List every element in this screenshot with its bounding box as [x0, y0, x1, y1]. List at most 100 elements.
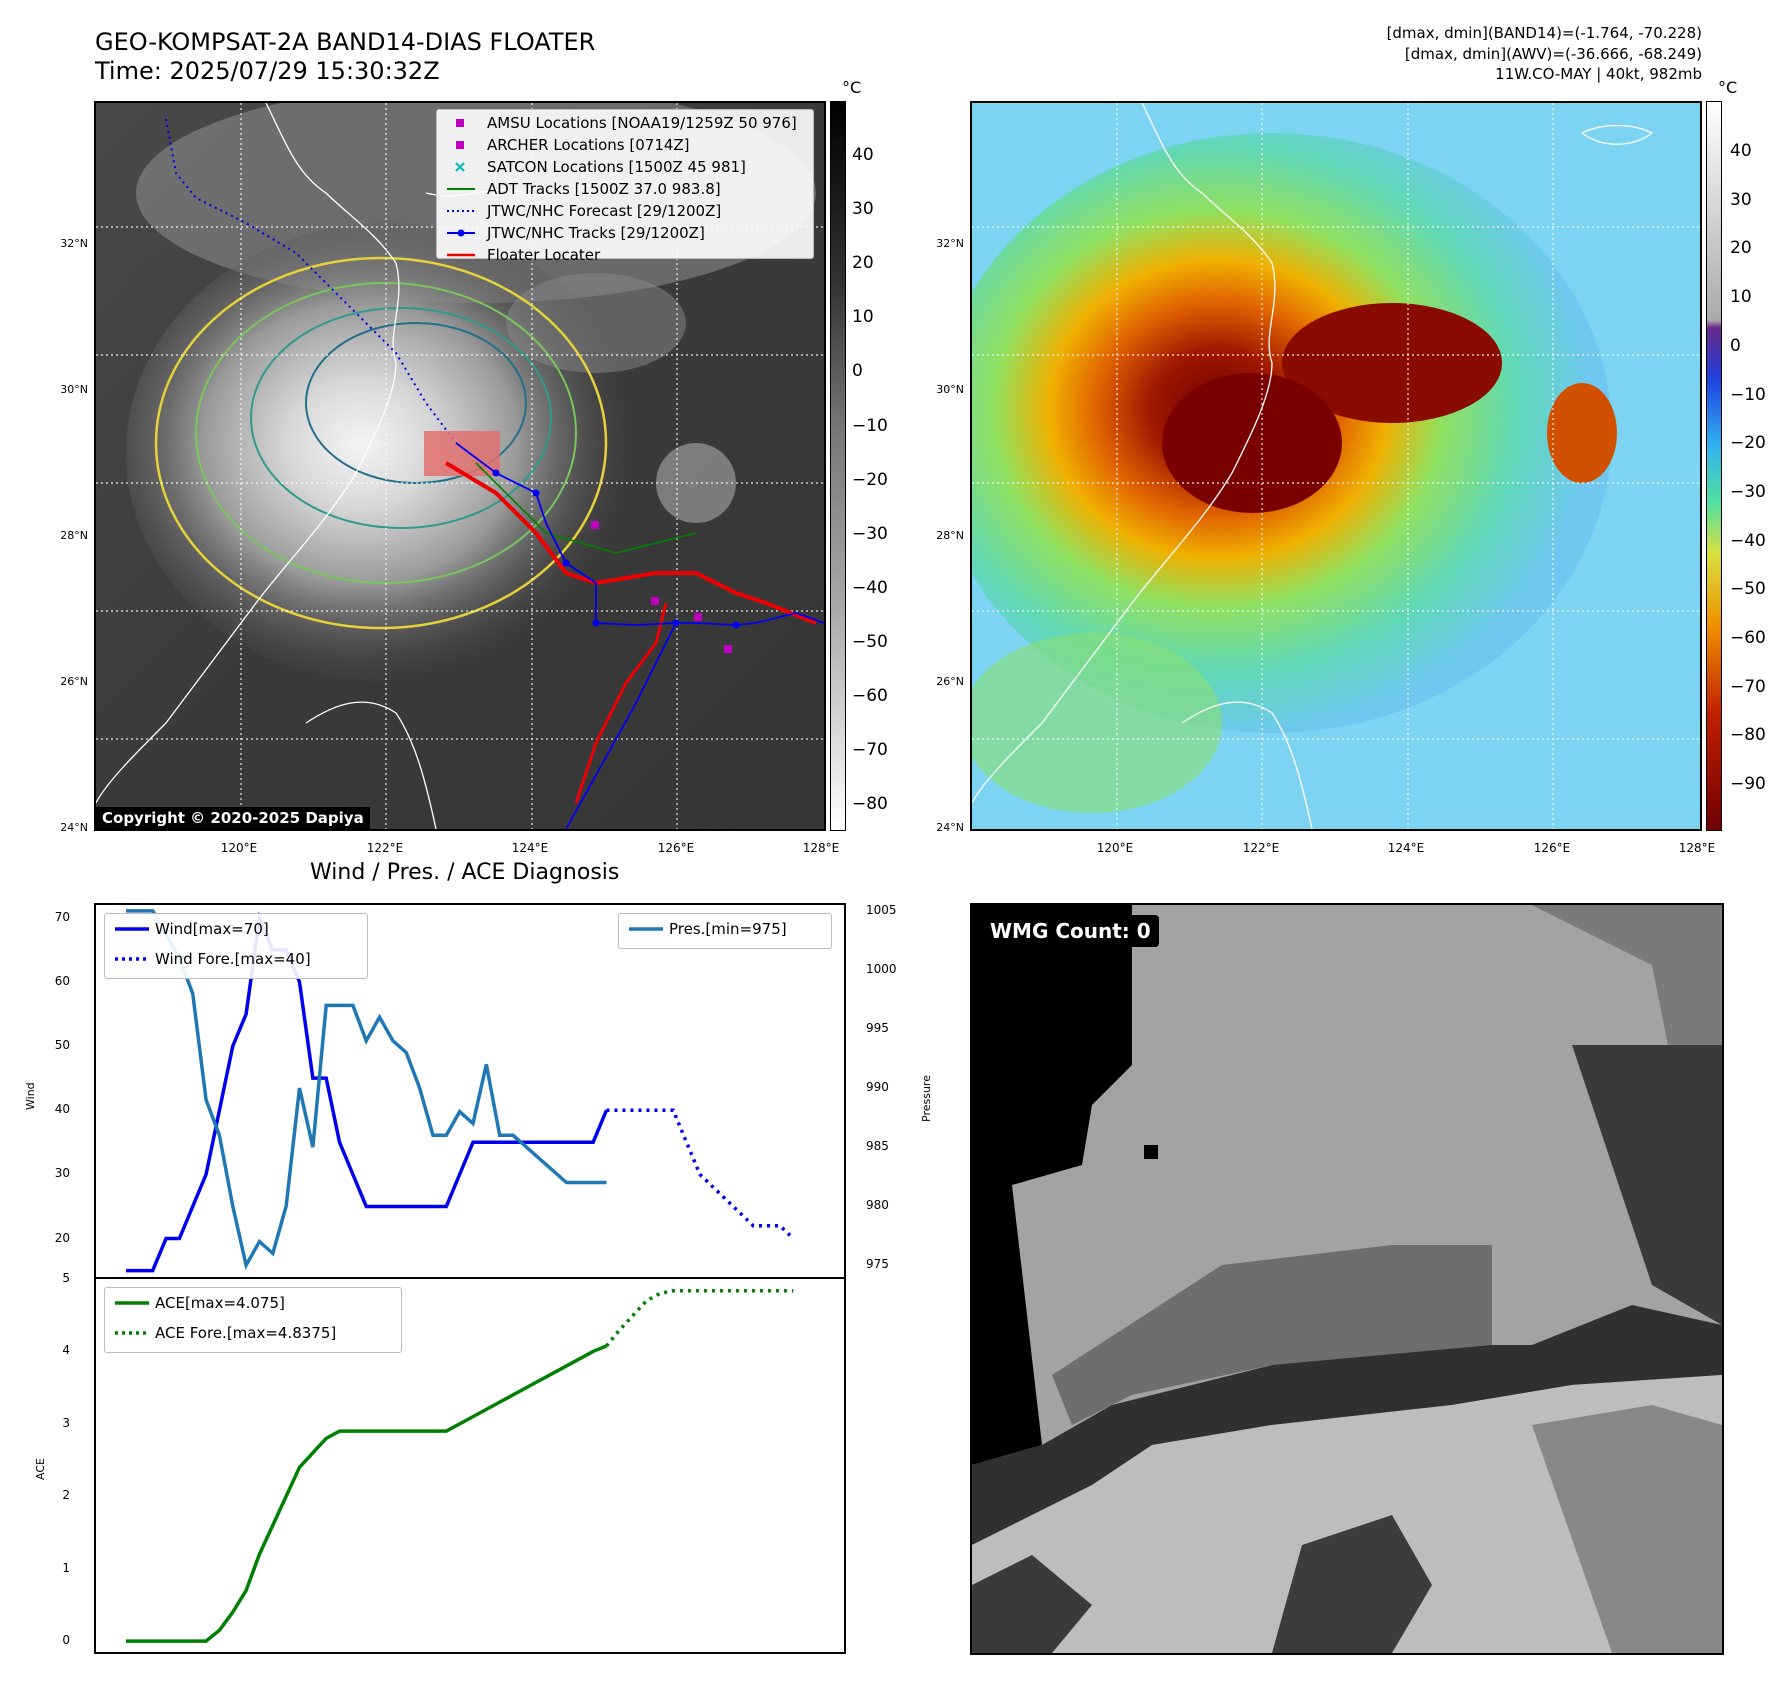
colorbar-tick-label: −60 — [1730, 628, 1766, 648]
y-tick-label: 1 — [62, 1560, 70, 1575]
wind-line — [126, 911, 609, 1273]
lon-label: 128°E — [802, 841, 840, 855]
y-tick-label: 5 — [62, 1271, 70, 1285]
lat-label: 30°N — [936, 383, 964, 396]
colorbar-tick-label: 20 — [1730, 238, 1752, 259]
lon-label: 122°E — [366, 841, 404, 855]
colorbar-tick-label: −90 — [1730, 774, 1766, 795]
ace-line — [126, 1344, 608, 1643]
colorbar-tick-label: 40 — [852, 145, 874, 165]
colorbar-tick-label: −80 — [1730, 725, 1766, 746]
copyright-badge: Copyright © 2020-2025 Dapiya — [96, 807, 370, 829]
lon-label: 120°E — [1096, 841, 1134, 855]
y-tick-label: 980 — [866, 1198, 889, 1213]
lon-label: 126°E — [1533, 841, 1571, 855]
y-tick-label: 995 — [866, 1021, 889, 1035]
colorbar-tick-label: −50 — [852, 631, 888, 652]
colorbar-tick-label: 0 — [1730, 335, 1741, 356]
y-tick-label: 4 — [62, 1343, 70, 1358]
wind-forecast-line — [606, 1108, 795, 1240]
lat-label: 32°N — [936, 237, 964, 250]
page-title: GEO-KOMPSAT-2A BAND14-DIAS FLOATER — [95, 28, 596, 56]
y-tick-label: 40 — [54, 1102, 70, 1117]
band14-colorbar — [830, 101, 846, 831]
ace-chart: ACE[max=4.075] ACE Fore.[max=4.8375] — [94, 1277, 846, 1654]
solid-line-icon — [115, 927, 149, 931]
awv-colorbar — [1706, 101, 1722, 831]
colorbar-tick-label: −50 — [1730, 579, 1766, 600]
solid-line-icon — [629, 927, 663, 931]
lat-label: 30°N — [60, 383, 88, 396]
lat-label: 28°N — [60, 529, 88, 542]
y-tick-label: 0 — [62, 1633, 70, 1648]
y-tick-label: 2 — [62, 1488, 70, 1503]
wind-pressure-plot — [126, 909, 795, 1273]
wmg-panel: WMG Count: 0 — [970, 903, 1724, 1655]
colorbar-tick-label: 30 — [1730, 189, 1752, 210]
lon-label: 128°E — [1678, 841, 1716, 855]
y-tick-label: 30 — [54, 1166, 70, 1181]
colorbar-tick-label: 10 — [852, 307, 874, 328]
y-tick-label: 60 — [54, 973, 70, 988]
storm-info: 11W.CO-MAY | 40kt, 982mb — [1495, 65, 1702, 83]
lat-label: 32°N — [60, 237, 88, 250]
colorbar-tick-label: −70 — [852, 740, 888, 761]
y-tick-label: 1005 — [866, 902, 897, 917]
awv-range: [dmax, dmin](AWV)=(-36.666, -68.249) — [1404, 45, 1702, 63]
y-tick-label: 50 — [54, 1038, 70, 1053]
colorbar-tick-label: 20 — [852, 253, 874, 274]
square-marker-icon — [456, 119, 464, 127]
y-tick-label: 975 — [866, 1257, 889, 1272]
lat-label: 28°N — [936, 529, 964, 542]
x-marker-icon — [455, 162, 465, 172]
pressure-axis-label: Pressure — [920, 1075, 933, 1122]
wind-pressure-chart: Wind[max=70] Wind Fore.[max=40] Pres.[mi… — [94, 903, 846, 1279]
wmg-graphic — [972, 905, 1722, 1653]
colorbar-tick-label: −30 — [852, 523, 888, 544]
wind-axis-label: Wind — [24, 1082, 37, 1110]
colorbar-tick-label: −40 — [1730, 530, 1766, 551]
colorbar-tick-label: 0 — [852, 361, 863, 382]
awv-map-graphic — [972, 103, 1700, 829]
lon-label: 126°E — [657, 841, 695, 855]
timestamp: Time: 2025/07/29 15:30:32Z — [95, 57, 440, 85]
y-tick-label: 990 — [866, 1080, 889, 1095]
y-tick-label: 3 — [62, 1415, 70, 1430]
dotted-line-icon — [115, 1331, 149, 1335]
colorbar-tick-label: −20 — [1730, 433, 1766, 454]
colorbar-tick-label: −10 — [852, 415, 888, 436]
band14-map: AMSU Locations [NOAA19/1259Z 50 976] ARC… — [94, 101, 826, 831]
pressure-legend: Pres.[min=975] — [618, 913, 832, 949]
line-marker-icon — [447, 188, 475, 190]
y-tick-label: 1000 — [866, 961, 897, 976]
map-legend: AMSU Locations [NOAA19/1259Z 50 976] ARC… — [436, 109, 814, 264]
lat-label: 24°N — [60, 821, 88, 834]
colorbar-unit: °C — [1718, 78, 1738, 97]
y-tick-label: 70 — [54, 909, 70, 924]
colorbar-tick-label: 10 — [1730, 287, 1752, 308]
wmg-count-badge: WMG Count: 0 — [982, 915, 1159, 947]
colorbar-tick-label: −70 — [1730, 676, 1766, 697]
colorbar-tick-label: −20 — [852, 469, 888, 490]
ace-forecast-line — [605, 1289, 794, 1348]
pressure-line — [126, 909, 607, 1270]
dotted-line-icon — [447, 210, 475, 212]
lat-label: 24°N — [936, 821, 964, 834]
ace-axis-label: ACE — [34, 1458, 47, 1480]
y-tick-label: 20 — [54, 1230, 70, 1245]
lat-label: 26°N — [936, 675, 964, 688]
colorbar-tick-label: −30 — [1730, 481, 1766, 502]
lat-label: 26°N — [60, 675, 88, 688]
colorbar-tick-label: −40 — [852, 577, 888, 598]
ace-plot — [126, 1289, 794, 1643]
lon-label: 122°E — [1242, 841, 1280, 855]
colorbar-unit: °C — [842, 78, 862, 97]
colorbar-tick-label: 30 — [852, 199, 874, 220]
colorbar-tick-label: 40 — [1730, 141, 1752, 161]
diagnosis-title: Wind / Pres. / ACE Diagnosis — [310, 860, 620, 885]
solid-line-icon — [115, 1301, 149, 1305]
lon-label: 120°E — [220, 841, 258, 855]
lon-label: 124°E — [511, 841, 549, 855]
y-tick-label: 985 — [866, 1139, 889, 1154]
line-dot-marker-icon — [447, 229, 475, 237]
